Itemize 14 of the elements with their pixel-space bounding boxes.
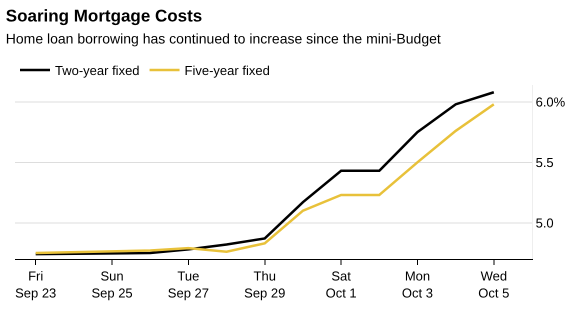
y-tick-label: 5.0	[536, 215, 554, 230]
x-tick-label: Wed Oct 5	[478, 268, 510, 300]
legend-label: Five-year fixed	[184, 63, 270, 78]
chart-subtitle: Home loan borrowing has continued to increase since the mini-Budget	[6, 30, 441, 46]
x-tick-label: Thu Sep 29	[244, 268, 286, 300]
x-tick-label: Mon Oct 3	[402, 268, 433, 300]
legend-label: Two-year fixed	[55, 63, 140, 78]
x-tick-label: Sun Sep 25	[91, 268, 133, 300]
y-tick-label: 6.0%	[536, 94, 566, 110]
x-tick-label: Sat Oct 1	[326, 268, 357, 300]
x-tick-label: Tue Sep 27	[168, 268, 209, 300]
y-tick-label: 5.5	[536, 154, 554, 170]
x-tick-label: Fri Sep 23	[15, 268, 56, 300]
chart-title: Soaring Mortgage Costs	[6, 6, 202, 26]
